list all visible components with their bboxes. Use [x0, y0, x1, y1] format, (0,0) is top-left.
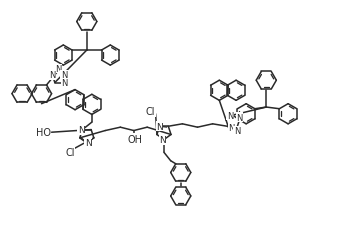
Text: N: N — [156, 122, 163, 131]
Text: Cl: Cl — [65, 147, 75, 157]
Text: N: N — [78, 125, 84, 135]
Text: N: N — [227, 111, 233, 120]
Text: N: N — [234, 127, 240, 136]
Text: N: N — [61, 71, 67, 80]
Text: HO: HO — [36, 127, 51, 137]
Text: N: N — [159, 136, 166, 144]
Text: N: N — [49, 71, 55, 80]
Text: N: N — [61, 79, 68, 88]
Text: OH: OH — [127, 134, 142, 144]
Text: N: N — [85, 139, 92, 148]
Text: Cl: Cl — [146, 107, 155, 117]
Text: N: N — [236, 113, 243, 122]
Text: N: N — [228, 124, 235, 133]
Text: N: N — [55, 65, 62, 74]
